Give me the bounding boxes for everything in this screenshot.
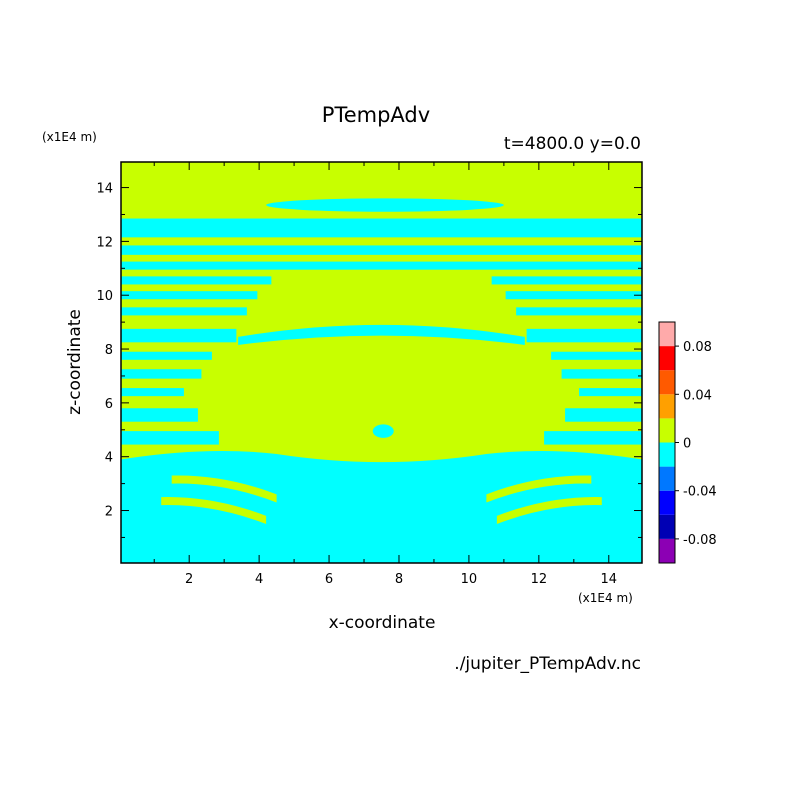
colorbar-tick-label: 0.04 — [683, 388, 712, 403]
field-wedge — [171, 475, 277, 503]
field-band — [121, 328, 237, 343]
field-band — [526, 328, 642, 343]
field-wedge — [161, 496, 267, 524]
field-band — [491, 276, 642, 285]
colorbar-tick-label: -0.04 — [683, 485, 717, 500]
field-wedge — [486, 475, 592, 503]
x-tick-label: 2 — [185, 572, 193, 587]
x-axis: 2 4 6 8 10 12 14 — [153, 162, 618, 587]
colorbar-swatch — [659, 538, 675, 563]
field-band — [579, 388, 642, 397]
field-band — [121, 408, 198, 422]
colorbar-tick-label: 0 — [683, 437, 691, 452]
field-band — [551, 351, 642, 360]
colorbar-swatch — [659, 514, 675, 539]
colorbar-swatch — [659, 394, 675, 419]
y-tick-label: 8 — [105, 343, 113, 358]
field-band — [565, 408, 642, 422]
plot-frame — [120, 161, 643, 564]
contour-field — [120, 161, 643, 564]
field-lower-body — [121, 450, 642, 563]
x-tick-label: 14 — [601, 572, 618, 587]
source-filename: ./jupiter_PTempAdv.nc — [454, 654, 641, 674]
field-arc — [238, 324, 525, 346]
chart-title: PTempAdv — [322, 103, 430, 127]
field-band — [121, 276, 272, 285]
chart-subtitle: t=4800.0 y=0.0 — [504, 134, 641, 154]
field-band — [121, 291, 258, 300]
y-tick-label: 14 — [96, 182, 113, 197]
field-band — [121, 307, 247, 316]
field-bubble — [372, 424, 394, 438]
x-unit-label: (x1E4 m) — [578, 591, 633, 605]
field-band — [121, 245, 642, 255]
y-tick-label: 6 — [105, 397, 113, 412]
field-band — [121, 369, 202, 379]
x-tick-label: 10 — [461, 572, 478, 587]
y-tick-label: 10 — [96, 289, 113, 304]
colorbar-swatch — [659, 442, 675, 467]
x-axis-label: x-coordinate — [329, 613, 436, 633]
field-band — [121, 388, 184, 397]
y-unit-label: (x1E4 m) — [42, 130, 97, 144]
colorbar-swatch — [659, 370, 675, 395]
colorbar: 0.08 0.04 0 -0.04 -0.08 — [658, 321, 717, 564]
field-band — [121, 218, 642, 238]
colorbar-swatch — [659, 322, 675, 347]
x-tick-label: 8 — [395, 572, 403, 587]
y-tick-label: 4 — [105, 451, 113, 466]
y-tick-label: 2 — [105, 505, 113, 520]
x-tick-label: 6 — [325, 572, 333, 587]
x-tick-label: 4 — [255, 572, 263, 587]
colorbar-swatch — [659, 346, 675, 371]
y-tick-label: 12 — [96, 235, 113, 250]
field-lens — [266, 198, 504, 212]
colorbar-tick-label: -0.08 — [683, 533, 717, 548]
colorbar-swatch — [659, 490, 675, 515]
y-axis: 2 4 6 8 10 12 14 — [96, 182, 642, 538]
field-band — [544, 431, 642, 445]
y-axis-label: z-coordinate — [65, 309, 85, 415]
field-wedge — [496, 496, 602, 524]
field-band — [561, 369, 642, 379]
field-band — [121, 351, 212, 360]
colorbar-tick-label: 0.08 — [683, 340, 712, 355]
field-band — [516, 307, 642, 316]
field-band — [121, 431, 219, 445]
colorbar-swatch — [659, 418, 675, 443]
x-tick-label: 12 — [531, 572, 548, 587]
colorbar-swatch — [659, 466, 675, 491]
field-band — [121, 261, 642, 270]
field-band — [505, 291, 642, 300]
